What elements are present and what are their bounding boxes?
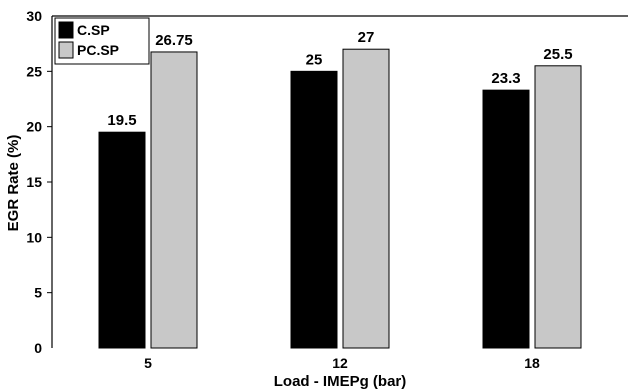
bar-pcsp-18: [534, 65, 582, 349]
legend-label: C.SP: [77, 22, 110, 38]
bar-csp-5: [98, 131, 146, 349]
x-axis-label: Load - IMEPg (bar): [274, 373, 407, 390]
y-tick-label: 15: [26, 174, 42, 190]
axes: [47, 15, 628, 348]
tick-labels: 0 5 10 15 20 25 30 5 12 18: [26, 8, 540, 371]
bar-value-label: 25: [306, 51, 323, 68]
legend: C.SP PC.SP: [54, 17, 150, 65]
bar-csp-18: [482, 89, 530, 349]
y-tick-label: 10: [26, 229, 42, 245]
y-tick-label: 0: [34, 340, 42, 356]
bar-pcsp-12: [342, 48, 390, 349]
y-axis-label: EGR Rate (%): [5, 135, 22, 232]
bar-value-label: 23.3: [491, 70, 520, 87]
y-tick-label: 25: [26, 63, 42, 79]
legend-label: PC.SP: [77, 42, 119, 58]
x-tick-label: 18: [524, 355, 540, 371]
bar-value-label: 25.5: [543, 46, 572, 63]
y-tick-label: 30: [26, 8, 42, 24]
x-tick-label: 5: [144, 355, 152, 371]
bar-value-label: 27: [358, 29, 375, 46]
y-tick-label: 5: [34, 285, 42, 301]
x-tick-label: 12: [332, 355, 348, 371]
legend-swatch-pcsp: [58, 41, 74, 59]
bar-pcsp-5: [150, 51, 198, 349]
y-tick-label: 20: [26, 119, 42, 135]
bars: [98, 48, 582, 349]
bar-value-label: 26.75: [155, 32, 193, 49]
bar-value-labels: 19.5 26.75 25 27 23.3 25.5: [107, 29, 572, 129]
bar-csp-12: [290, 70, 338, 349]
bar-value-label: 19.5: [107, 112, 136, 129]
legend-swatch-csp: [58, 21, 74, 39]
